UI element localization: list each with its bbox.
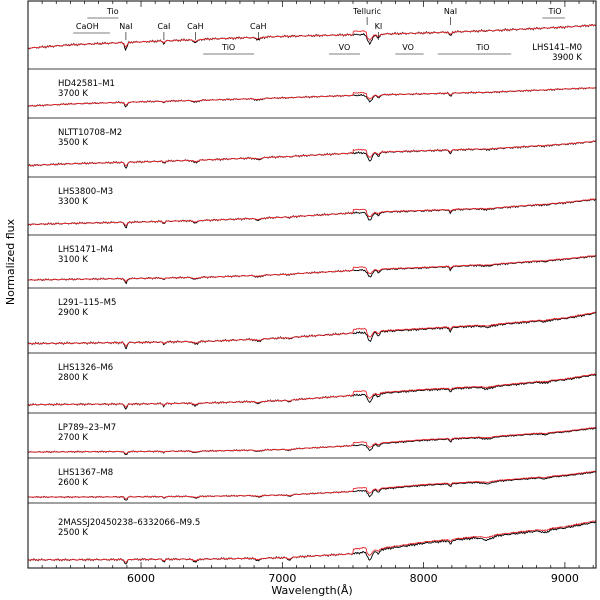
feature-label: CaH — [187, 22, 204, 31]
template-spectrum-line — [27, 311, 597, 347]
feature-annotation: CaI — [157, 22, 170, 40]
feature-annotation: CaH — [250, 22, 267, 40]
panel-star-name: 2MASSJ20450238–6332066–M9.5 — [58, 518, 200, 528]
feature-annotation: TiO — [203, 43, 255, 55]
panel-star-name: LHS1326–M6 — [58, 363, 113, 373]
panel-star-name: L291–115–M5 — [58, 298, 116, 308]
feature-label: TiO — [547, 7, 561, 16]
observed-spectrum-line — [27, 521, 597, 565]
feature-label: TiO — [475, 43, 489, 52]
x-axis-label: Wavelength(Å) — [271, 584, 352, 597]
feature-label: KI — [375, 22, 383, 31]
feature-annotation: NaI — [119, 22, 133, 40]
panel-temperature: 3500 K — [58, 138, 88, 148]
template-spectrum-line — [27, 24, 597, 49]
x-axis-ticks: 6000 7000 8000 9000 — [41, 1, 594, 585]
plot-frame — [27, 0, 597, 569]
feature-label: CaOH — [76, 22, 99, 31]
feature-annotation: VO — [395, 43, 424, 55]
panel-temperature: 3100 K — [58, 255, 88, 265]
panel-star-name: LHS141–M0 — [532, 43, 582, 53]
feature-label: VO — [402, 43, 414, 52]
template-spectrum-line — [27, 520, 596, 563]
template-spectrum-line — [28, 87, 597, 107]
feature-annotation: TiO — [437, 43, 512, 55]
feature-label: CaH — [250, 22, 267, 31]
observed-spectrum-line — [27, 140, 597, 169]
template-spectrum-line — [27, 373, 597, 408]
observed-spectrum-line — [27, 471, 597, 501]
panel-temperature: 3700 K — [58, 89, 88, 99]
panel-star-name: LHS3800–M3 — [58, 187, 113, 197]
feature-label: NaI — [444, 7, 457, 16]
panel-star-name: LP789–23–M7 — [58, 423, 116, 433]
feature-annotation: Telluric — [352, 7, 381, 25]
x-tick-label: 7000 — [268, 572, 296, 585]
feature-annotation: CaOH — [73, 22, 110, 34]
feature-label: Telluric — [352, 7, 381, 16]
template-spectrum-line — [28, 140, 597, 167]
observed-spectrum-line — [27, 23, 597, 52]
feature-label: VO — [339, 43, 351, 52]
panel-temperature: 2700 K — [58, 433, 88, 443]
feature-annotation: NaI — [444, 7, 457, 25]
feature-annotation: KI — [375, 22, 383, 40]
x-tick-label: 9000 — [551, 572, 579, 585]
panel-temperature: 2800 K — [58, 373, 88, 383]
template-spectrum-line — [27, 254, 597, 283]
panel-star-name: LHS1471–M4 — [58, 245, 113, 255]
panel-star-name: NLTT10708–M2 — [58, 128, 122, 138]
y-axis-label: Normalized flux — [4, 218, 17, 305]
feature-annotation: CaH — [187, 22, 204, 40]
panel-temperature: 3900 K — [552, 53, 582, 63]
feature-label: NaI — [119, 22, 132, 31]
template-spectrum-line — [27, 426, 597, 454]
x-tick-label: 8000 — [410, 572, 438, 585]
feature-annotation: VO — [328, 43, 361, 55]
template-spectrum-line — [27, 198, 597, 227]
feature-label: CaI — [157, 22, 170, 31]
panel-star-name: LHS1367–M8 — [58, 468, 113, 478]
panel-temperature: 2900 K — [58, 308, 88, 318]
template-spectrum-line — [28, 470, 597, 500]
feature-annotation: TiO — [542, 7, 565, 19]
observed-spectrum-line — [27, 198, 597, 229]
panel-temperature: 3300 K — [58, 197, 88, 207]
feature-label: Tio — [106, 7, 119, 16]
feature-label: TiO — [221, 43, 235, 52]
panel-temperature: 2600 K — [58, 478, 88, 488]
x-tick-label: 6000 — [127, 572, 155, 585]
panel-temperature: 2500 K — [58, 528, 88, 538]
feature-annotations: Tio CaOH NaI CaI CaH CaH TiO Telluric KI NaI VO VO T… — [73, 7, 565, 55]
feature-annotation: Tio — [87, 7, 119, 19]
panel-star-name: HD42581–M1 — [58, 79, 115, 89]
